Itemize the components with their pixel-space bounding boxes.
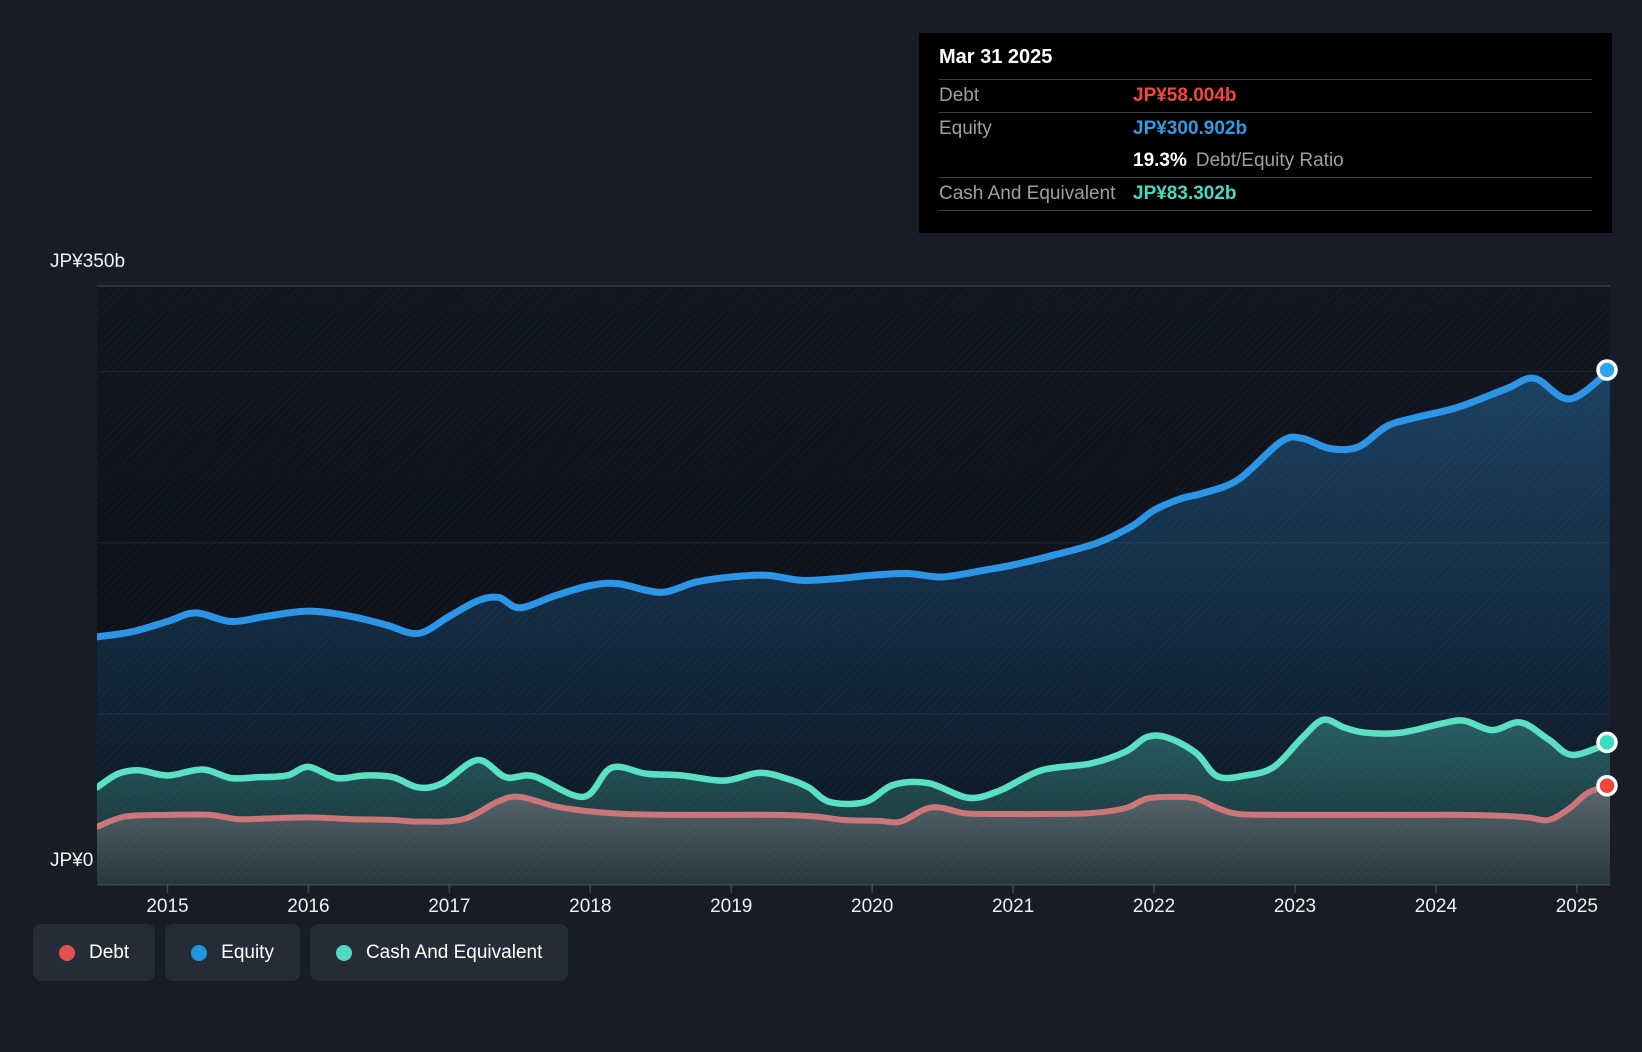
legend-label-debt: Debt bbox=[89, 941, 130, 963]
chart-lines bbox=[97, 366, 1610, 830]
legend-dot-cash-icon bbox=[335, 944, 352, 961]
legend-label-cash: Cash And Equivalent bbox=[365, 941, 543, 963]
x-axis-label-2022: 2022 bbox=[1132, 896, 1176, 917]
debt-end-dot bbox=[1596, 774, 1618, 797]
tooltip-ratio-label: Debt/Equity Ratio bbox=[1195, 150, 1344, 171]
cash-line bbox=[97, 716, 1610, 808]
tooltip-debt-value: JP¥58.004b bbox=[1133, 85, 1237, 106]
tooltip-date: Mar 31 2025 bbox=[939, 46, 1053, 68]
y-axis-label-0: JP¥0 bbox=[50, 850, 94, 871]
legend: Debt Equity Cash And Equivalent bbox=[33, 924, 569, 981]
gridlines bbox=[97, 285, 1610, 893]
x-axis-label-2024: 2024 bbox=[1414, 896, 1458, 917]
x-axis-label-2018: 2018 bbox=[569, 896, 612, 917]
x-axis-label-2025: 2025 bbox=[1555, 896, 1599, 917]
x-axis-label-2016: 2016 bbox=[287, 896, 330, 917]
x-axis-label-2021: 2021 bbox=[991, 896, 1035, 917]
tooltip-debt-label: Debt bbox=[939, 85, 980, 106]
tooltip: Mar 31 2025 Debt JP¥58.004b Equity JP¥30… bbox=[919, 33, 1612, 233]
tooltip-equity-label: Equity bbox=[939, 118, 992, 139]
x-axis-label-2017: 2017 bbox=[428, 896, 471, 917]
legend-dot-debt-icon bbox=[59, 944, 75, 961]
x-axis-label-2020: 2020 bbox=[851, 896, 894, 917]
equity-end-dot bbox=[1596, 359, 1618, 381]
x-axis-label-2015: 2015 bbox=[146, 896, 189, 917]
plot-texture bbox=[97, 286, 1610, 885]
legend-item-cash[interactable]: Cash And Equivalent bbox=[309, 924, 569, 981]
equity-line bbox=[97, 366, 1610, 641]
legend-dot-equity-icon bbox=[191, 944, 208, 961]
legend-item-debt[interactable]: Debt bbox=[33, 924, 156, 981]
tooltip-equity-value: JP¥300.902b bbox=[1133, 118, 1248, 139]
tooltip-cash-value: JP¥83.302b bbox=[1133, 183, 1237, 204]
legend-item-equity[interactable]: Equity bbox=[165, 924, 300, 981]
debt-line bbox=[97, 782, 1610, 830]
tooltip-cash-label: Cash And Equivalent bbox=[939, 183, 1116, 204]
y-axis-label-350: JP¥350b bbox=[50, 251, 126, 272]
chart-areas bbox=[97, 286, 1610, 885]
tooltip-ratio-value: 19.3% bbox=[1133, 150, 1187, 171]
cash-end-dot bbox=[1596, 731, 1618, 754]
x-axis-label-2023: 2023 bbox=[1273, 896, 1317, 917]
legend-label-equity: Equity bbox=[221, 941, 274, 963]
x-axis-label-2019: 2019 bbox=[710, 896, 753, 917]
